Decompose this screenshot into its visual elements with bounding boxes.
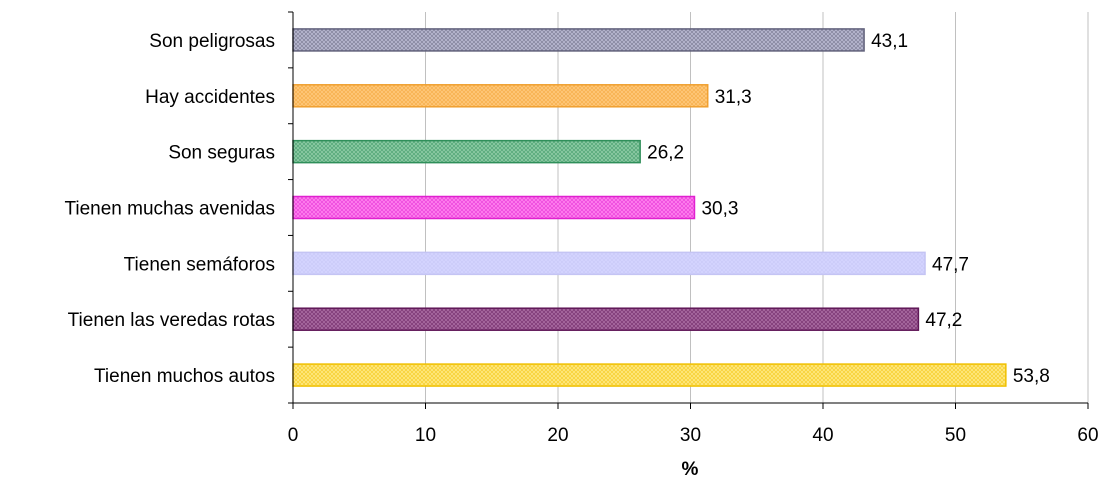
- category-label: Tienen semáforos: [124, 254, 275, 275]
- x-tick-label: 10: [415, 425, 436, 446]
- data-label: 26,2: [647, 143, 684, 164]
- labels-group: 43,1 Son peligrosas 31,3 Hay accidentes 26,2…: [64, 31, 1098, 446]
- data-label: 31,3: [715, 87, 752, 108]
- bar: [292, 28, 865, 52]
- bar: [292, 139, 641, 164]
- x-tick-label: 60: [1077, 425, 1098, 446]
- data-label: 47,2: [925, 310, 962, 331]
- category-label: Tienen las veredas rotas: [68, 310, 275, 331]
- data-label: 53,8: [1013, 366, 1050, 387]
- bar: [292, 84, 709, 108]
- x-tick-label: 20: [547, 425, 568, 446]
- category-label: Tienen muchos autos: [94, 366, 275, 387]
- x-tick-label: 40: [812, 425, 833, 446]
- category-label: Son seguras: [168, 143, 275, 164]
- x-axis-label: %: [682, 459, 699, 480]
- bar: [292, 251, 926, 276]
- x-tick-label: 30: [680, 425, 701, 446]
- bar: [292, 363, 1007, 387]
- bars-group: [292, 28, 1007, 387]
- data-label: 30,3: [701, 199, 738, 220]
- category-label: Son peligrosas: [149, 31, 275, 52]
- bar: [292, 307, 920, 331]
- axes: [288, 11, 1089, 409]
- bar: [292, 195, 696, 220]
- x-tick-label: 0: [288, 425, 299, 446]
- category-label: Tienen muchas avenidas: [64, 199, 275, 220]
- x-tick-label: 50: [945, 425, 966, 446]
- data-label: 47,7: [932, 254, 969, 275]
- data-label: 43,1: [871, 31, 908, 52]
- category-label: Hay accidentes: [145, 87, 275, 108]
